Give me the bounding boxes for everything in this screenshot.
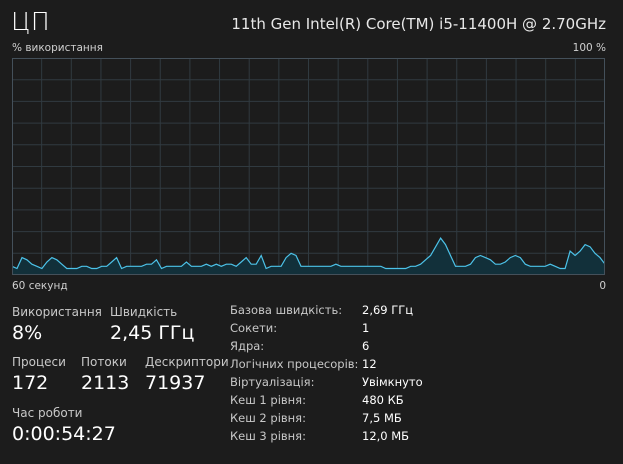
graph-y-label: % використання xyxy=(12,42,103,54)
speed-label: Швидкість xyxy=(110,305,178,319)
handles-label: Дескриптори xyxy=(145,355,229,369)
graph-x-label-left: 60 секунд xyxy=(12,280,68,292)
spec-value-l3-cache: 12,0 МБ xyxy=(362,429,410,443)
cpu-usage-area xyxy=(12,238,605,275)
spec-key-virtualization: Віртуалізація: xyxy=(230,375,315,389)
spec-value-virtualization: Увімкнуто xyxy=(362,375,423,389)
utilization-value: 8% xyxy=(12,322,43,344)
spec-value-l2-cache: 7,5 МБ xyxy=(362,411,402,425)
uptime-value: 0:00:54:27 xyxy=(12,423,116,445)
cpu-model-name: 11th Gen Intel(R) Core(TM) i5-11400H @ 2… xyxy=(231,15,606,33)
spec-key-l2-cache: Кеш 2 рівня: xyxy=(230,411,306,425)
cpu-usage-graph xyxy=(12,58,605,275)
spec-value-cores: 6 xyxy=(362,339,370,353)
uptime-label: Час роботи xyxy=(12,406,83,420)
spec-value-sockets: 1 xyxy=(362,321,370,335)
spec-key-l1-cache: Кеш 1 рівня: xyxy=(230,393,306,407)
processes-label: Процеси xyxy=(12,355,66,369)
spec-value-logical-processors: 12 xyxy=(362,357,377,371)
processes-value: 172 xyxy=(12,372,49,394)
graph-x-label-right: 0 xyxy=(599,280,606,292)
graph-grid xyxy=(12,58,605,275)
speed-value: 2,45 ГГц xyxy=(110,322,195,344)
utilization-label: Використання xyxy=(12,305,102,319)
handles-value: 71937 xyxy=(145,372,206,394)
spec-value-base-speed: 2,69 ГГц xyxy=(362,303,414,317)
spec-key-cores: Ядра: xyxy=(230,339,265,353)
spec-key-base-speed: Базова швидкість: xyxy=(230,303,343,317)
page-title: ЦП xyxy=(11,7,51,36)
spec-key-sockets: Сокети: xyxy=(230,321,278,335)
graph-y-max-label: 100 % xyxy=(572,42,606,54)
graph-border xyxy=(12,58,605,275)
spec-value-l1-cache: 480 КБ xyxy=(362,393,404,407)
threads-label: Потоки xyxy=(81,355,127,369)
spec-key-logical-processors: Логічних процесорів: xyxy=(230,357,359,371)
spec-key-l3-cache: Кеш 3 рівня: xyxy=(230,429,306,443)
threads-value: 2113 xyxy=(81,372,130,394)
cpu-usage-line xyxy=(12,237,605,270)
